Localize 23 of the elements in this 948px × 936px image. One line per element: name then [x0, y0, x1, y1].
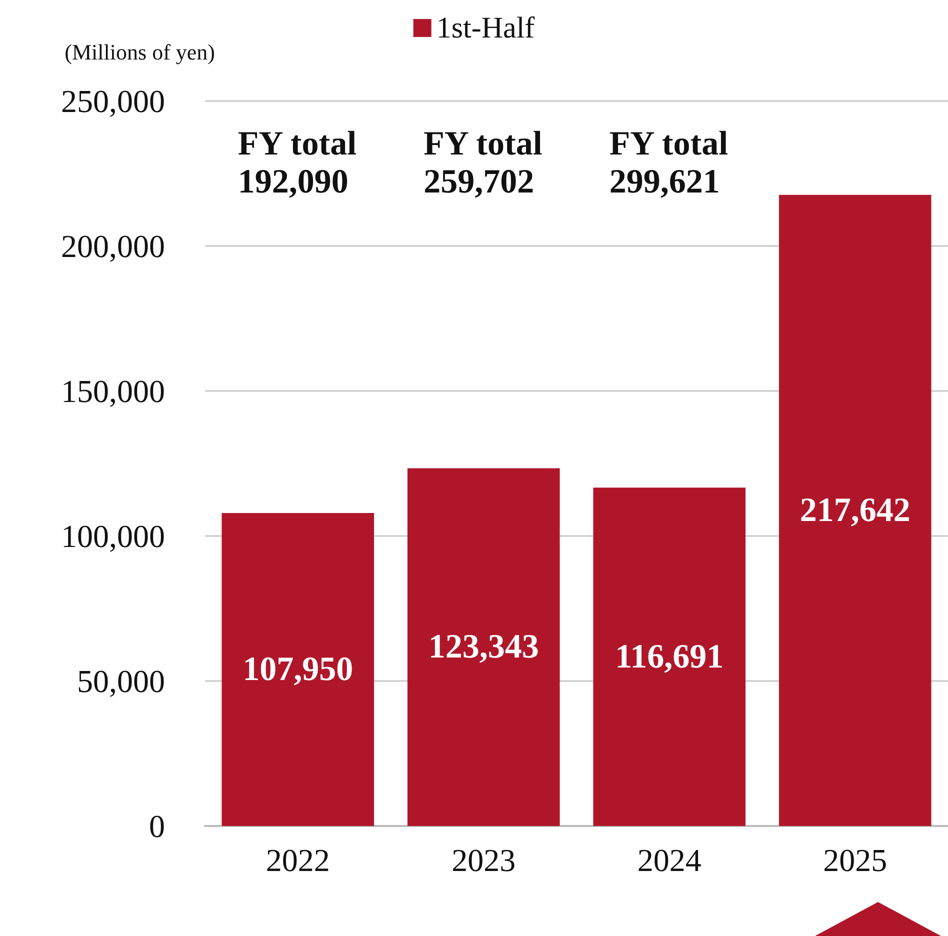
x-tick-label: 2024: [637, 842, 702, 878]
annotation: FY total 299,621: [609, 126, 728, 200]
annotation: FY total 259,702: [424, 126, 542, 200]
bar: [222, 512, 374, 826]
bar: [778, 194, 932, 826]
y-tick-label: 250,000: [61, 83, 165, 119]
bar: [407, 468, 560, 826]
y-axis-title: (Millions of yen): [64, 40, 215, 64]
data-label: 116,691: [615, 638, 724, 676]
x-tick-label: 2025: [823, 842, 888, 878]
y-tick-label: 150,000: [61, 373, 165, 409]
data-label: 217,642: [800, 492, 910, 529]
y-tick-label: 0: [149, 808, 165, 844]
y-tick-label: 100,000: [61, 518, 165, 554]
data-label: 123,343: [428, 628, 539, 666]
x-tick-label: 2022: [266, 842, 330, 878]
annotation: FY total 192,090: [238, 126, 357, 200]
bar: [593, 488, 746, 826]
y-tick-label: 50,000: [77, 663, 165, 699]
x-tick-label: 2023: [452, 842, 516, 878]
data-label: 107,950: [242, 650, 354, 688]
legend-label: 1st-Half: [436, 12, 535, 44]
y-tick-label: 200,000: [61, 228, 165, 264]
